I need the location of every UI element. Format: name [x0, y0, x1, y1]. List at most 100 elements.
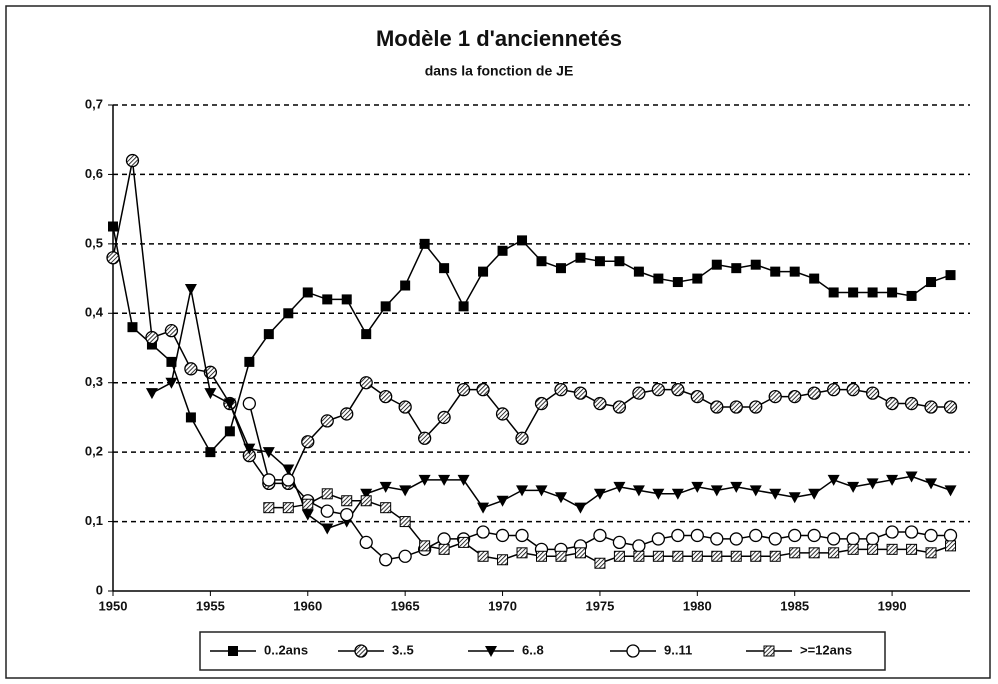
data-point — [165, 377, 178, 389]
data-point — [534, 396, 549, 411]
data-point — [848, 287, 859, 298]
data-point — [497, 245, 508, 256]
data-point — [926, 277, 937, 288]
x-tick-label: 1970 — [488, 598, 517, 613]
data-point — [789, 547, 801, 559]
data-point — [865, 532, 880, 546]
data-point — [166, 356, 177, 367]
legend-marker — [485, 646, 497, 657]
data-point — [827, 383, 841, 397]
data-point — [574, 502, 587, 514]
data-point — [827, 474, 840, 486]
data-point — [497, 554, 509, 566]
data-point — [730, 481, 743, 493]
data-point — [885, 396, 899, 411]
data-point — [359, 535, 373, 550]
data-point — [593, 396, 607, 411]
data-point — [925, 547, 937, 559]
data-point — [164, 323, 179, 338]
data-point — [439, 263, 450, 274]
data-point — [379, 553, 393, 567]
data-point — [361, 329, 372, 340]
data-point — [243, 443, 256, 455]
data-point — [671, 383, 685, 397]
data-point — [399, 485, 412, 497]
data-point — [904, 525, 919, 539]
data-point — [770, 266, 781, 277]
data-point — [399, 516, 411, 528]
data-point — [750, 259, 761, 270]
data-point — [809, 273, 820, 284]
data-point — [536, 256, 547, 267]
y-tick-label: 0,3 — [85, 374, 103, 389]
data-point — [535, 485, 548, 497]
x-tick-label: 1975 — [585, 598, 614, 613]
data-point — [283, 308, 294, 319]
data-point — [477, 502, 490, 514]
data-point — [495, 407, 510, 421]
data-point — [536, 550, 547, 562]
data-point — [476, 525, 490, 539]
data-point — [692, 273, 703, 284]
y-tick-label: 0,6 — [85, 166, 103, 181]
data-point — [360, 488, 373, 500]
data-point — [788, 389, 802, 404]
data-point — [515, 431, 529, 445]
data-point — [515, 528, 529, 543]
data-point — [906, 290, 917, 301]
data-point — [380, 301, 391, 312]
data-point — [224, 426, 235, 437]
data-point — [359, 376, 373, 390]
data-point — [516, 547, 528, 559]
data-point — [437, 532, 451, 546]
data-point — [495, 528, 510, 543]
data-point — [866, 478, 879, 490]
data-point — [632, 485, 645, 497]
data-point — [671, 488, 684, 500]
data-point — [690, 389, 704, 404]
data-point — [262, 473, 276, 487]
data-point — [555, 263, 566, 274]
data-point — [865, 386, 880, 400]
y-tick-label: 0,7 — [85, 96, 103, 111]
legend-label: 3..5 — [392, 642, 414, 657]
data-point — [613, 550, 625, 562]
data-point — [360, 495, 372, 507]
data-point — [672, 550, 684, 562]
y-tick-label: 0 — [96, 582, 103, 597]
y-tick-label: 0,5 — [85, 235, 103, 250]
data-point — [729, 400, 743, 414]
data-point — [127, 322, 138, 333]
data-point — [341, 294, 352, 305]
data-point — [593, 488, 606, 500]
data-point — [925, 478, 938, 490]
x-tick-label: 1955 — [196, 598, 225, 613]
data-point — [476, 383, 490, 397]
data-point — [768, 532, 782, 546]
legend-label: 0..2ans — [264, 642, 308, 657]
data-point — [477, 550, 489, 562]
data-point — [340, 507, 354, 522]
data-point — [710, 400, 724, 414]
data-point — [945, 270, 956, 281]
data-point — [262, 447, 275, 459]
data-point — [282, 502, 294, 514]
data-point — [729, 532, 743, 546]
data-point — [417, 431, 432, 445]
data-point — [341, 495, 353, 507]
data-point — [185, 412, 196, 423]
data-point — [205, 447, 216, 458]
data-point — [769, 550, 781, 562]
data-point — [904, 396, 919, 411]
data-point — [398, 549, 412, 563]
data-point — [301, 435, 315, 449]
data-point — [808, 547, 820, 559]
chart-subtitle: dans la fonction de JE — [425, 63, 574, 79]
data-point — [321, 523, 334, 535]
data-point — [730, 550, 742, 562]
y-tick-label: 0,4 — [85, 305, 104, 320]
data-point — [905, 471, 918, 483]
data-point — [223, 398, 236, 410]
data-point — [438, 474, 451, 486]
data-point — [516, 485, 529, 497]
